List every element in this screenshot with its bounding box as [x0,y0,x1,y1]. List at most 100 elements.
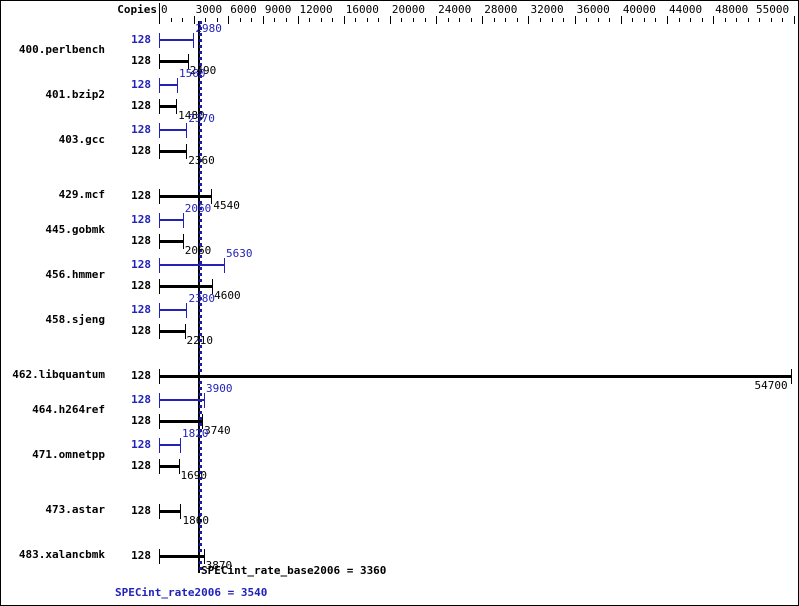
bar-cap-right [202,414,204,429]
axis-tick [505,18,507,22]
category-label: 471.omnetpp [32,448,105,461]
bar-cap-left [159,78,160,93]
axis-tick [159,16,160,24]
category-label: 473.astar [45,503,105,516]
category-label: 429.mcf [58,188,105,201]
bar-base [159,240,183,243]
bar-value-peak: 2380 [188,292,215,305]
category-label: 462.libquantum [12,368,105,381]
axis-tick-label: 0 [161,3,168,16]
axis-tick-label: 44000 [669,3,703,16]
axis-tick [447,18,449,22]
axis-tick [759,18,761,22]
copies-value-peak: 128 [131,303,151,316]
category-label: 456.hmmer [45,268,105,281]
axis-tick-label: 48000 [715,3,749,16]
axis-tick [655,18,657,22]
bar-value-base: 2490 [189,64,217,77]
bar-base [159,330,185,333]
axis-tick [701,18,703,22]
copies-value-peak: 128 [131,393,151,406]
axis-tick-label: 36000 [576,3,610,16]
bar-cap-left [159,54,160,69]
bar-cap-right [203,549,205,564]
bar-cap-left [159,414,160,429]
axis-tick-label: 6000 [230,3,257,16]
bar-value-base: 4600 [214,289,241,302]
peak-result-label: SPECint_rate2006 = 3540 [115,586,268,599]
bar-value-base: 2360 [188,154,215,167]
bar-cap-right [176,99,178,114]
bar-cap-right [178,459,180,474]
bar-value-base: 4540 [213,199,240,212]
bar-cap-right [177,78,178,93]
bar-base [159,60,188,63]
axis-tick [170,18,172,22]
axis-tick [413,18,414,22]
bar-base [159,285,213,288]
bar-value-peak: 3900 [206,382,233,395]
axis-tick [528,16,530,24]
axis-tick [401,18,403,22]
bar-base [159,465,179,468]
bar-base [159,105,177,108]
axis-tick [551,18,553,22]
copies-value-base: 128 [131,549,151,562]
bar-cap-right [186,144,188,159]
bar-cap-right [211,189,213,204]
bar-value-base: 1860 [182,514,209,527]
bar-cap-right [182,213,184,228]
axis-tick-label: 3000 [195,3,223,16]
bar-cap-right [212,279,214,294]
bar-peak [159,309,187,311]
bar-cap-left [159,303,160,318]
axis-tick-label: 12000 [299,3,333,16]
bar-value-base: 1690 [180,469,208,482]
axis-tick [597,18,599,22]
axis-tick [782,18,784,22]
axis-tick [389,16,391,24]
axis-tick [332,18,334,22]
axis-tick-label: 20000 [391,3,426,16]
bar-peak [159,219,183,221]
bar-cap-left [159,123,160,138]
axis-tick-label: 40000 [622,3,656,16]
copies-value-base: 128 [131,234,151,247]
category-label: 483.xalancbmk [18,548,105,561]
bar-value-base: 54700 [754,379,788,392]
copies-value-base: 128 [131,144,151,157]
axis-tick [667,16,668,24]
bar-cap-right [224,258,225,273]
axis-tick [563,18,565,22]
bar-value-base: 2210 [186,334,214,347]
bar-cap-left [159,369,160,384]
bar-cap-right [180,504,182,519]
bar-cap-left [159,459,160,474]
category-label: 458.sjeng [45,313,105,326]
bar-value-base: 1480 [178,109,205,122]
base-result-label: SPECint_rate_base2006 = 3360 [201,564,387,577]
axis-tick [470,18,472,22]
bar-cap-right [193,33,195,48]
bar-cap-left [159,99,160,114]
copies-value-base: 128 [131,189,151,202]
bar-cap-left [159,438,160,453]
axis-tick [297,16,299,24]
axis-tick [586,18,588,22]
axis-tick [251,18,253,22]
axis-tick [343,16,345,24]
bar-cap-left [159,258,160,273]
axis-left-spine [159,3,160,19]
copies-value-base: 128 [131,414,151,427]
axis-tick [747,18,749,22]
axis-tick [320,18,322,22]
axis-tick [736,18,738,22]
axis-tick [678,18,680,22]
axis-tick [643,18,645,22]
bar-cap-right [187,54,189,69]
bar-peak [159,444,180,446]
axis-tick [216,18,218,22]
category-label: 464.h264ref [32,403,105,416]
axis-tick-label: 28000 [484,3,518,16]
bar-cap-left [159,33,160,48]
